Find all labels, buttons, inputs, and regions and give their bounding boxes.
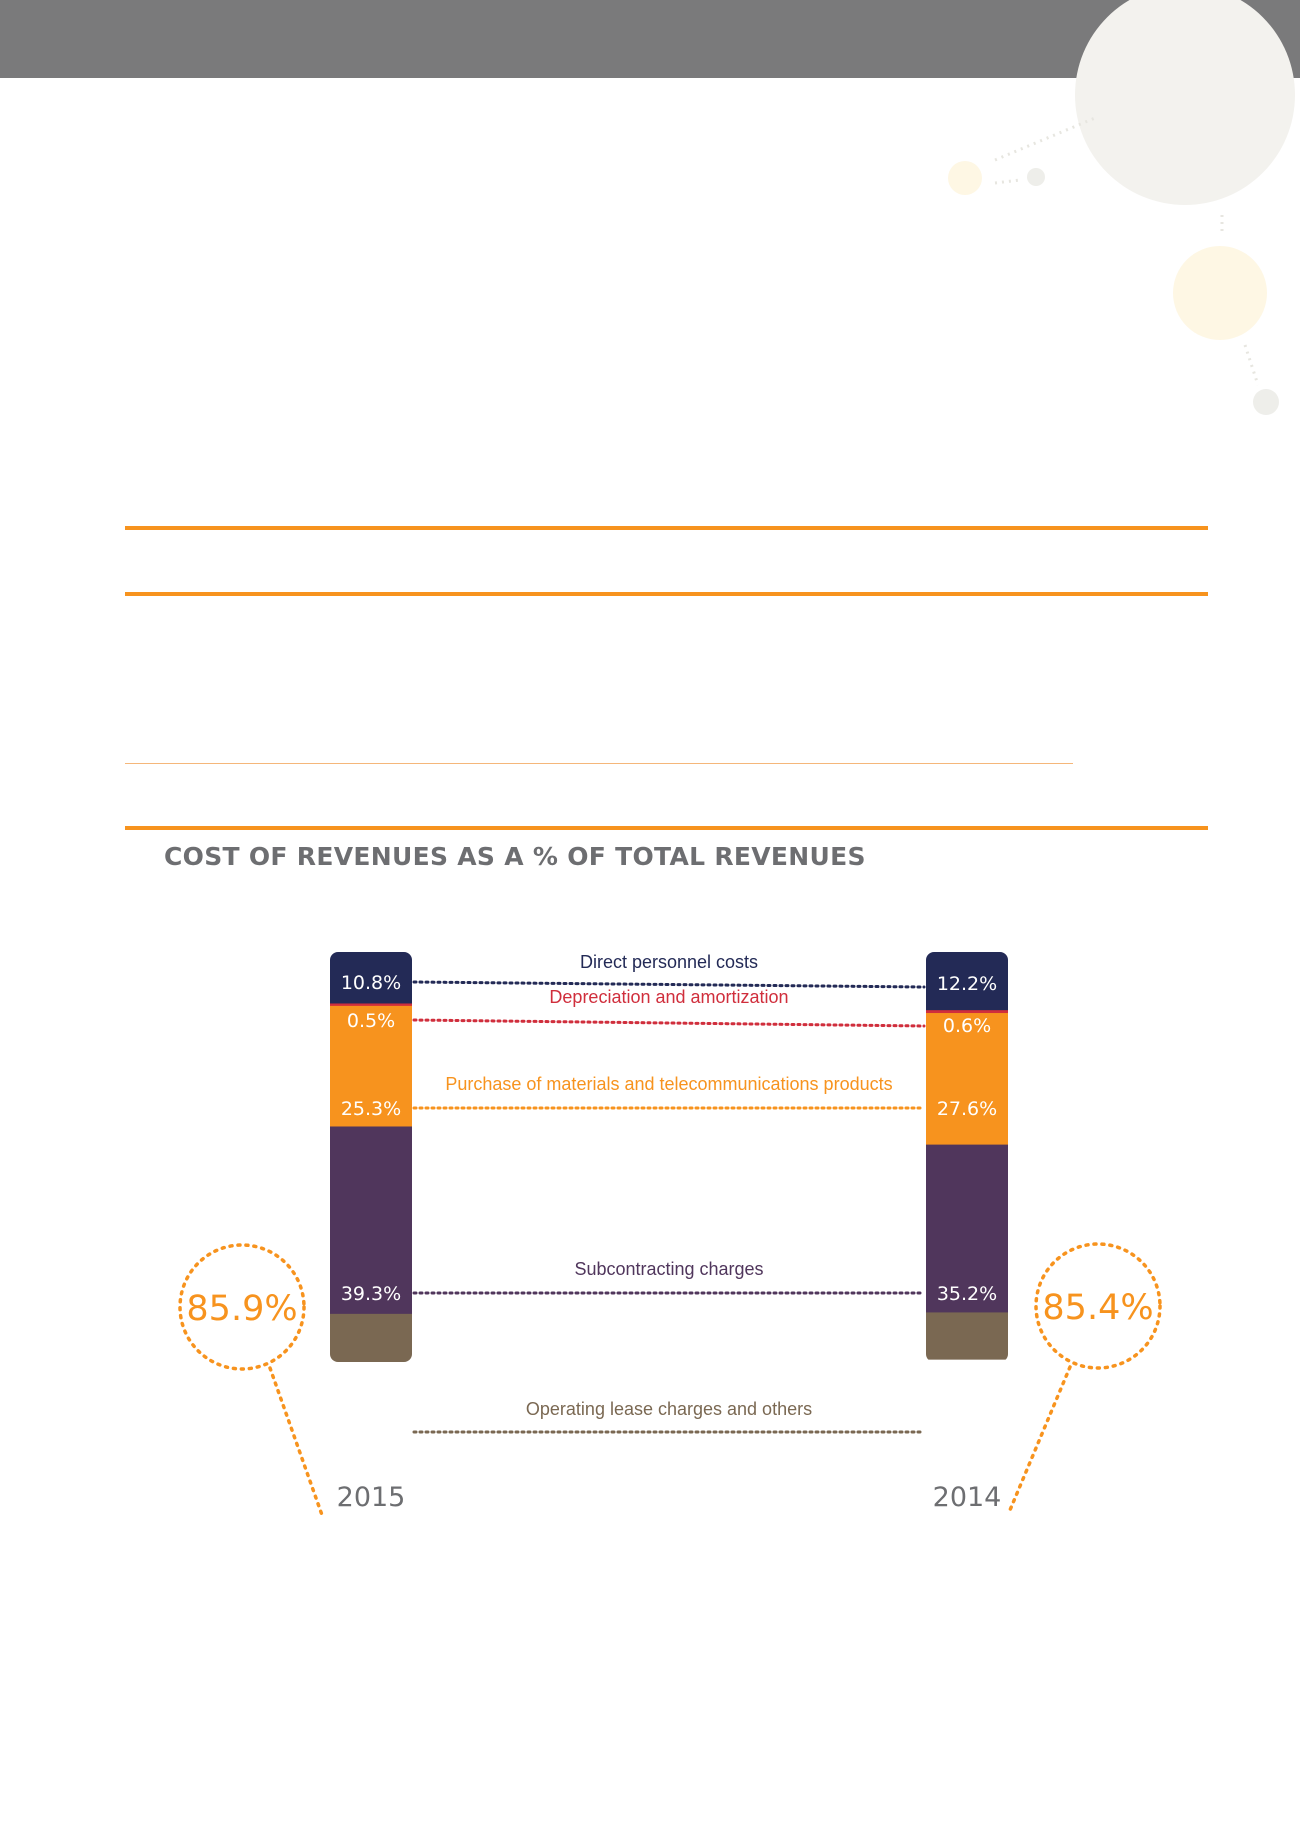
bar-segment-2015-3: [330, 1126, 412, 1315]
deco-circle-yellow: [1173, 246, 1267, 340]
value-label-2015-3: 39.3%: [341, 1283, 401, 1305]
connector-0: [412, 980, 926, 989]
value-label-2015-0: 10.8%: [341, 972, 401, 994]
series-name-4: Operating lease charges and others: [526, 1399, 812, 1419]
rule-2: [125, 592, 1208, 596]
connector-1: [412, 1018, 926, 1028]
bar-segment-2014-0: [926, 952, 1008, 1011]
value-label-2015-2: 25.3%: [341, 1098, 401, 1120]
series-name-0: Direct personnel costs: [580, 952, 758, 972]
bar-segment-2015-2: [330, 1005, 412, 1127]
series-name-1: Depreciation and amortization: [549, 987, 788, 1007]
value-label-2014-4: 9.8%: [943, 1422, 991, 1444]
bar-segment-2014-4: [926, 1312, 1008, 1360]
series-name-2: Purchase of materials and telecommunicat…: [445, 1074, 892, 1094]
rule-3: [125, 826, 1208, 830]
deco-dot-grey: [1027, 168, 1045, 186]
decorative-circles: [948, 0, 1295, 415]
total-label-2015: 85.9%: [186, 1289, 297, 1329]
stacked-bar-chart: Direct personnel costs 10.8% 12.2% Deprecia…: [178, 952, 1162, 1517]
value-label-2014-1: 0.6%: [943, 1015, 991, 1037]
year-label-2015: 2015: [337, 1482, 406, 1513]
bar-segment-2014-3: [926, 1144, 1008, 1313]
deco-circle-large: [1075, 0, 1295, 205]
bar-segment-2015-0: [330, 952, 412, 1004]
deco-dot-grey-right: [1253, 389, 1279, 415]
rule-thin: [125, 763, 1073, 764]
series-name-3: Subcontracting charges: [574, 1259, 763, 1279]
value-label-2014-3: 35.2%: [937, 1283, 997, 1305]
rule-1: [125, 526, 1208, 530]
total-label-2014: 85.4%: [1042, 1288, 1153, 1328]
value-label-2015-1: 0.5%: [347, 1010, 395, 1032]
bar-segment-2014-2: [926, 1013, 1008, 1146]
bar-2014: [926, 952, 1008, 1360]
bar-segment-2015-1: [330, 1003, 412, 1007]
chart-title: COST OF REVENUES AS A % OF TOTAL REVENUE…: [164, 842, 866, 871]
total-circle-2015: [178, 1243, 306, 1371]
total-tail-2014: [1008, 1365, 1072, 1512]
value-label-2015-4: 10.0%: [341, 1422, 401, 1444]
deco-circle-small-yellow: [948, 161, 982, 195]
total-tail-2015: [268, 1366, 324, 1517]
bar-segment-2015-4: [330, 1313, 412, 1362]
total-circle-2014: [1034, 1242, 1162, 1370]
bar-segment-2014-1: [926, 1010, 1008, 1014]
year-label-2014: 2014: [933, 1482, 1002, 1513]
value-label-2014-2: 27.6%: [937, 1098, 997, 1120]
value-label-2014-0: 12.2%: [937, 973, 997, 995]
bar-2015: [330, 952, 412, 1362]
